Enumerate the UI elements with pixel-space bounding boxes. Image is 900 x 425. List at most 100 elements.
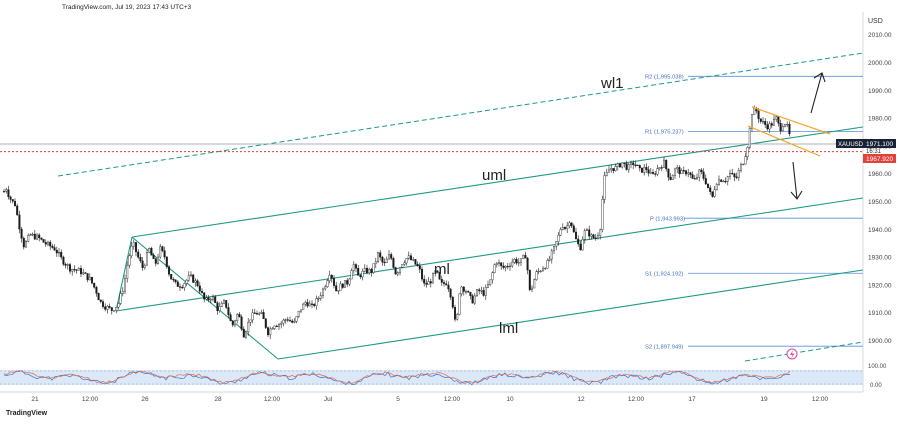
candle-body (685, 170, 688, 175)
pivot-levels: R2 (1,995.038) R1 (1,975.237) P (1,943.993… (645, 74, 863, 350)
lightning-icon[interactable] (786, 348, 798, 360)
candle-body (27, 235, 30, 242)
price-tick-label: 1950.00 (868, 199, 892, 206)
candle-body (533, 279, 536, 289)
candle-body (539, 270, 542, 272)
candle-body (498, 262, 501, 264)
candle-body (189, 274, 192, 276)
plot-area[interactable] (0, 12, 863, 364)
candle-body (612, 168, 615, 171)
pivot-label-p: P (1,943.993) (650, 216, 685, 222)
candle-body (509, 265, 512, 268)
candle-body (22, 238, 25, 248)
candle-body (377, 252, 380, 262)
candle-body (284, 319, 287, 321)
candle-body (707, 183, 710, 188)
candle-body (722, 180, 725, 183)
candle-body (572, 225, 575, 233)
candle-body (161, 246, 164, 251)
candle-body (167, 266, 170, 275)
candle-body (495, 262, 498, 265)
candle-body (674, 168, 677, 176)
candle-body (735, 176, 738, 178)
candle-body (326, 280, 329, 288)
candle-body (462, 286, 465, 292)
candle-body (581, 239, 584, 251)
candle-body (341, 283, 344, 288)
price-tick-label: 1990.00 (868, 88, 892, 95)
candle-body (361, 271, 364, 278)
candle-body (216, 302, 219, 311)
oscillator-panel (0, 370, 863, 386)
time-tick-label: 28 (214, 396, 222, 403)
candle-body (183, 283, 186, 288)
candle-body (757, 110, 760, 120)
candle-body (671, 175, 674, 180)
candle-body (187, 275, 190, 281)
candle-body (209, 299, 212, 301)
price-axis[interactable]: 1900.00 1910.00 1920.00 1930.00 1940.00 1950.… (862, 12, 892, 392)
candle-body (669, 177, 672, 180)
candle-body (335, 285, 338, 292)
candle-body (726, 176, 729, 182)
candle-body (715, 184, 718, 191)
candle-body (570, 222, 573, 227)
price-tick-label: 1940.00 (868, 227, 892, 234)
candle-body (53, 247, 56, 251)
lower-median-line (277, 269, 864, 360)
candle-body (484, 287, 487, 296)
candle-body (630, 162, 633, 165)
warning-line-lower (744, 341, 864, 362)
candle-body (687, 172, 690, 175)
candle-body (594, 237, 597, 239)
candle-body (500, 262, 503, 267)
candle-body (698, 169, 701, 178)
candle-body (407, 255, 410, 259)
candle-body (275, 325, 278, 327)
candle-body (134, 242, 137, 253)
time-tick-label: 12:00 (264, 396, 281, 403)
time-axis[interactable]: 21 12:00 26 28 12:00 Jul 5 12:00 10 12 12:00 17 19 12… (31, 396, 828, 403)
candle-body (711, 191, 714, 197)
candle-body (603, 175, 606, 200)
candle-body (344, 280, 347, 288)
candle-body (548, 258, 551, 261)
current-price-tag: XAUUSD 1971.100 16:31 (836, 139, 896, 155)
candle-body (740, 164, 743, 171)
candle-body (440, 278, 443, 283)
candle-body (333, 278, 336, 286)
candle-body (451, 296, 454, 308)
candle-body (203, 292, 206, 300)
candle-body (95, 286, 98, 294)
candle-body (575, 231, 578, 240)
candle-body (770, 123, 773, 126)
candle-body (399, 267, 402, 273)
candle-body (222, 300, 225, 304)
candle-body (526, 257, 529, 271)
candle-body (225, 300, 228, 308)
candle-body (777, 116, 780, 124)
candle-body (614, 166, 617, 171)
candle-body (383, 261, 386, 264)
candle-body (271, 328, 274, 330)
candle-body (178, 286, 181, 288)
candle-body (489, 279, 492, 285)
candle-body (33, 233, 36, 240)
candle-body (520, 258, 523, 263)
candle-body (421, 268, 424, 280)
candle-body (502, 265, 505, 268)
candle-body (51, 245, 54, 248)
candle-body (88, 276, 91, 281)
candle-body (524, 255, 527, 259)
candle-body (47, 241, 50, 245)
candle-body (339, 283, 342, 291)
candle-body (660, 167, 663, 169)
candle-body (394, 267, 397, 275)
red-level-tag: 1967.920 (863, 154, 896, 163)
candle-body (363, 268, 366, 272)
candle-body (64, 264, 67, 266)
candle-body (641, 167, 644, 173)
uml-label: uml (482, 167, 506, 184)
candle-body (449, 288, 452, 298)
